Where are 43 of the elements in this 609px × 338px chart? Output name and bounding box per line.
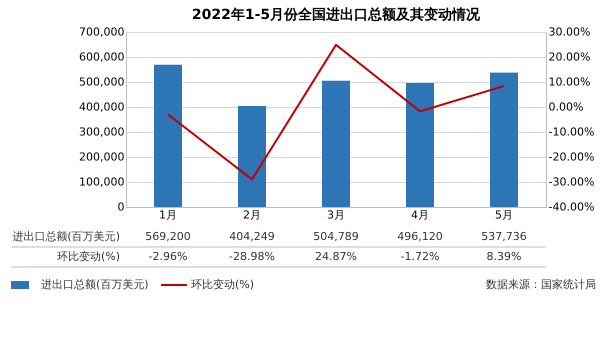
line-series [167,44,505,180]
y2-tick-label: -20.00% [548,150,594,164]
data-label: 496,120 [397,230,443,243]
y-tick-label: 300,000 [79,126,124,138]
data-label: 8.39% [486,250,522,263]
x-tick-label: 1月 [159,208,177,222]
x-tick-label: 4月 [411,208,429,222]
y-tick-label: 200,000 [79,150,124,164]
x-tick-label: 2月 [243,208,261,222]
data-label: 404,249 [229,230,275,243]
source-note: 数据来源：国家统计局 [486,278,596,291]
y2-tick-label: 30.00% [548,26,590,38]
text: 进出口总额(百万美元) [12,230,120,243]
y-tick-label: 600,000 [79,50,124,64]
bar [322,80,350,207]
bar [406,82,434,207]
text: 环比变动(%) [56,250,120,263]
data-label: 504,789 [313,230,359,243]
y-tick-label: 400,000 [79,100,124,114]
y-tick-label: 500,000 [79,76,124,88]
chart-title: 2022年1-5月份全国进出口总额及其变动情况 [192,6,482,23]
y2-tick-label: 20.00% [548,50,590,64]
y-tick-label: 100,000 [79,176,124,188]
legend-label: 进出口总额(百万美元) [41,278,149,291]
data-label: 569,200 [145,230,191,243]
data-label: 537,736 [481,230,527,243]
y2-tick-label: 10.00% [548,76,590,88]
data-label: -28.98% [229,250,275,263]
legend-label: 环比变动(%) [191,278,254,291]
y2-tick-label: -30.00% [548,176,594,188]
data-label: 24.87% [315,250,357,263]
y-tick-label: 0 [118,200,124,214]
data-label: -2.96% [148,250,188,263]
bar [154,64,182,207]
x-tick-label: 5月 [495,208,513,222]
y2-tick-label: 0.00% [548,100,584,114]
x-tick-label: 3月 [327,208,345,222]
y2-tick-label: -10.00% [548,126,594,138]
data-label: -1.72% [400,250,440,263]
y-tick-label: 700,000 [79,26,124,38]
y2-tick-label: -40.00% [548,200,594,214]
bar [490,72,518,207]
bar [238,106,266,207]
